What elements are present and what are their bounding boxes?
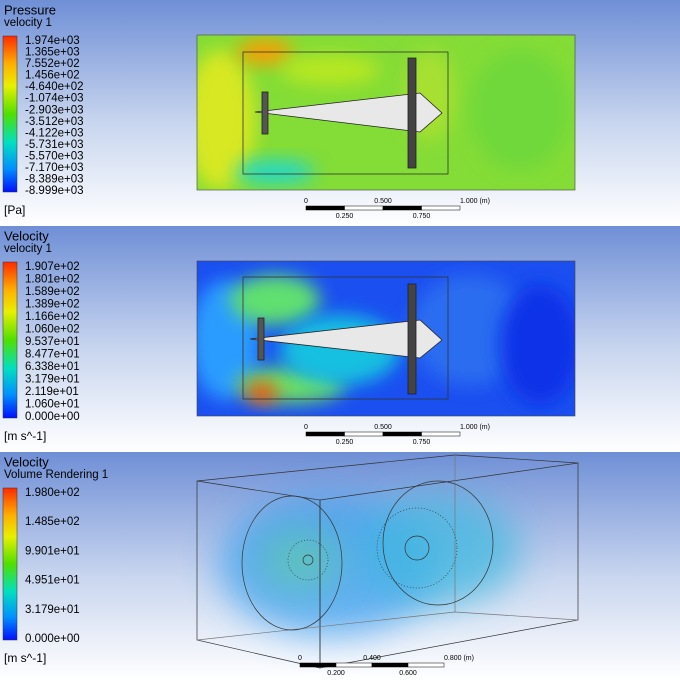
scale-bar-segment xyxy=(407,662,445,668)
scale-label: 0.250 xyxy=(336,213,354,220)
legend-label: 4.951e+01 xyxy=(25,575,80,587)
legend-label: -8.999e+03 xyxy=(25,185,84,197)
legend-label: -2.903e+03 xyxy=(25,104,84,116)
scale-bar-segment xyxy=(371,662,409,668)
unit-label: [m s^-1] xyxy=(4,651,46,665)
scale-label: 0 xyxy=(298,655,302,662)
legend-label: 1.166e+02 xyxy=(25,311,80,323)
scale-label: 0.750 xyxy=(413,213,431,220)
scale-label: 0.200 xyxy=(327,670,345,677)
legend-label: 1.907e+02 xyxy=(25,261,80,273)
scale-bar-segment xyxy=(299,662,337,668)
legend-label: 0.000e+00 xyxy=(25,633,80,645)
color-bar xyxy=(2,35,18,193)
scale-label: 1.000 (m) xyxy=(460,424,490,431)
legend-label: -8.389e+03 xyxy=(25,173,84,185)
legend-label: 6.338e+01 xyxy=(25,361,80,373)
turbine xyxy=(249,283,443,395)
unit-label: [m s^-1] xyxy=(4,429,46,443)
legend-label: -1.074e+03 xyxy=(25,93,84,105)
legend-label: -5.570e+03 xyxy=(25,150,84,162)
legend-label: 9.901e+01 xyxy=(25,545,80,557)
scale-label: 0 xyxy=(304,198,308,205)
legend-label: -4.640e+02 xyxy=(25,81,84,93)
legend-label: 9.537e+01 xyxy=(25,336,80,348)
legend-label: 1.589e+02 xyxy=(25,286,80,298)
legend-label: -3.512e+03 xyxy=(25,116,84,128)
legend-label: 1.456e+02 xyxy=(25,70,80,82)
legend-label: 1.389e+02 xyxy=(25,299,80,311)
scale-label: 0.500 xyxy=(374,198,392,205)
scale-bar-segment xyxy=(344,431,384,437)
scale-bar-segment xyxy=(335,662,373,668)
panel-title: Pressure xyxy=(4,2,56,17)
color-bar xyxy=(2,261,18,419)
domain-box xyxy=(196,260,576,417)
scale-bar-segment xyxy=(305,431,345,437)
legend-label: 1.365e+03 xyxy=(25,47,80,59)
scale-bar-segment xyxy=(421,205,461,211)
legend-label: 3.179e+01 xyxy=(25,604,80,616)
legend-label: 2.119e+01 xyxy=(25,386,79,398)
turbine xyxy=(254,57,443,169)
scale-label: 0.600 xyxy=(399,670,417,677)
legend-label: 8.477e+01 xyxy=(25,349,80,361)
rotor-zone xyxy=(242,276,449,400)
scale-label: 0 xyxy=(304,424,308,431)
legend-label: 3.179e+01 xyxy=(25,374,80,386)
legend-label: 1.060e+01 xyxy=(25,399,80,411)
panel-subtitle: velocity 1 xyxy=(4,243,52,255)
panel-title: Velocity xyxy=(4,228,49,243)
legend-label: -4.122e+03 xyxy=(25,127,84,139)
unit-label: [Pa] xyxy=(4,203,25,217)
scale-bar-segment xyxy=(382,205,422,211)
scale-label: 0.250 xyxy=(336,439,354,446)
legend-label: -7.170e+03 xyxy=(25,162,84,174)
scale-label: 0.750 xyxy=(413,439,431,446)
legend-label: 1.801e+02 xyxy=(25,274,80,286)
legend-label: 0.000e+00 xyxy=(25,411,80,423)
panel-title: Velocity xyxy=(4,454,49,469)
domain-box xyxy=(196,34,576,191)
legend-label: -5.731e+03 xyxy=(25,139,84,151)
scale-bar-segment xyxy=(305,205,345,211)
legend-label: 1.980e+02 xyxy=(25,487,80,499)
panel-subtitle: velocity 1 xyxy=(4,17,52,29)
legend-label: 1.485e+02 xyxy=(25,516,80,528)
scale-bar-segment xyxy=(344,205,384,211)
legend-label: 1.060e+02 xyxy=(25,324,80,336)
rotor-zone xyxy=(242,51,449,175)
scale-label: 0.400 xyxy=(363,655,381,662)
pressure-field xyxy=(197,35,575,190)
scale-label: 0.800 (m) xyxy=(444,655,474,662)
scale-label: 0.500 xyxy=(374,424,392,431)
scale-bar-segment xyxy=(382,431,422,437)
wireframe-box xyxy=(196,454,579,669)
color-bar xyxy=(2,487,18,641)
scale-bar-segment xyxy=(421,431,461,437)
scale-label: 1.000 (m) xyxy=(460,198,490,205)
legend-label: 1.974e+03 xyxy=(25,35,80,47)
panel-subtitle: Volume Rendering 1 xyxy=(4,469,108,481)
legend-label: 7.552e+02 xyxy=(25,58,80,70)
